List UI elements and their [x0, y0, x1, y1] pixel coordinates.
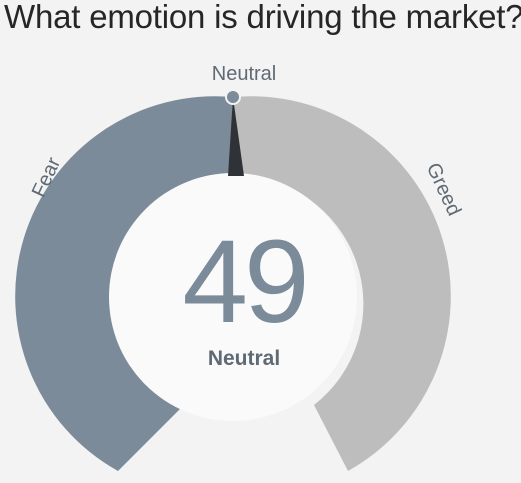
gauge-needle	[228, 97, 244, 176]
gauge-rating: Neutral	[208, 347, 280, 370]
gauge-marker	[225, 89, 241, 105]
gauge-center-circle	[109, 173, 357, 421]
gauge-value: 49	[182, 216, 305, 348]
gauge-top-label: Neutral	[212, 63, 276, 85]
page-title: What emotion is driving the market?	[4, 0, 521, 35]
greed-arc	[233, 96, 451, 471]
